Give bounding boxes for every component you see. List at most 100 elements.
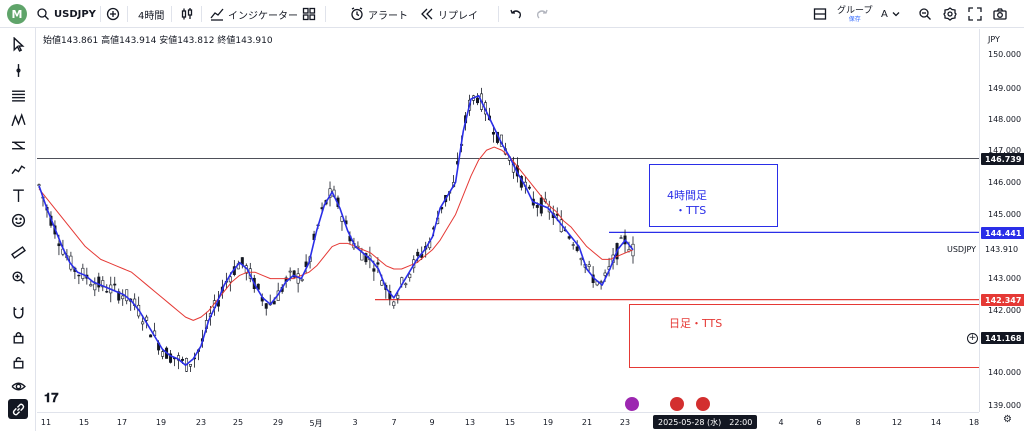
add-alert-plus-button[interactable]: + (967, 333, 978, 344)
cursor-tool[interactable] (8, 34, 28, 54)
replay-button[interactable]: リプレイ (420, 0, 478, 28)
candle-body (599, 281, 603, 283)
time-tick: 15 (504, 418, 516, 427)
high-value: 143.914 (119, 36, 157, 46)
candle-body (619, 237, 623, 239)
time-tick: 17 (116, 418, 128, 427)
time-tick: 5月 (309, 419, 323, 428)
emoji-tool[interactable] (8, 210, 28, 230)
redo-button[interactable] (535, 0, 549, 28)
candle-body (89, 284, 93, 287)
link-tool[interactable] (8, 399, 28, 419)
text-tool[interactable] (8, 185, 28, 205)
link-icon (12, 403, 24, 415)
currency-label: JPY (988, 35, 1000, 44)
time-tick: 23 (619, 418, 631, 427)
smiley-icon (11, 213, 25, 227)
annotation-box-daily[interactable]: 日足・TTS (629, 304, 979, 368)
candle-body (587, 264, 591, 267)
group-select[interactable]: A (881, 0, 900, 28)
time-tick: 14 (930, 418, 942, 427)
pattern-tool[interactable] (8, 110, 28, 130)
annotation-text-4h: 4時間足 (667, 189, 707, 202)
candle-body (188, 364, 192, 367)
divider (325, 6, 326, 22)
indicator-templates-button[interactable] (302, 0, 316, 28)
time-tick: 8 (855, 418, 861, 427)
layout-button[interactable] (813, 0, 827, 28)
alert-label: アラート (368, 10, 408, 22)
user-avatar[interactable]: M (7, 4, 27, 24)
crosshair-time-label: 2025-05-28 (水) 22:00 (653, 415, 758, 429)
candle-body (396, 294, 400, 299)
candlestick-icon (181, 8, 193, 20)
alert-button[interactable]: アラート (350, 0, 408, 28)
magnet-tool[interactable] (8, 302, 28, 322)
event-lightning-icon[interactable] (625, 397, 639, 411)
undo-button[interactable] (509, 0, 523, 28)
price-chart[interactable] (37, 29, 979, 412)
fib-tool[interactable] (8, 85, 28, 105)
brush-tool[interactable] (8, 160, 28, 180)
price-tag-current: 143.910 (981, 243, 1023, 255)
candle-body (579, 258, 583, 261)
event-flag-us-icon[interactable] (696, 397, 710, 411)
lock-icon (13, 356, 23, 369)
price-tick: 148.000 (988, 115, 1022, 124)
plus-circle-icon (106, 7, 120, 21)
time-tick: 18 (968, 418, 980, 427)
price-tick: 139.000 (988, 401, 1022, 410)
prediction-tool[interactable] (8, 135, 28, 155)
candle-body (392, 301, 396, 306)
top-toolbar: M USDJPY 4時間 インジケーター アラート リプレイ グループ (0, 0, 1024, 28)
search-zoom-icon (919, 8, 931, 20)
candle-body (77, 274, 81, 277)
close-label: 終値 (217, 36, 236, 46)
time-tick: 15 (78, 418, 90, 427)
compare-button[interactable] (106, 0, 120, 28)
settings-button[interactable] (943, 0, 957, 28)
annotation-box-4h[interactable]: 4時間足 ・TTS (649, 164, 778, 227)
candle-body (97, 276, 101, 288)
candle-body (93, 283, 97, 291)
settings-gear-icon[interactable]: ⚙ (1003, 414, 1012, 425)
group-letter: A (881, 8, 888, 20)
candle-body (121, 295, 125, 300)
layout-icon (813, 8, 827, 20)
time-tick: 25 (232, 418, 244, 427)
price-axis[interactable]: JPY 150.000 149.000 148.000 147.000 146.… (979, 29, 1024, 412)
event-flag-us-icon[interactable] (670, 397, 684, 411)
candle-body (141, 321, 145, 325)
time-axis[interactable]: 11 15 17 19 23 25 29 5月 3 7 9 13 15 19 2… (37, 412, 979, 431)
lock-tool[interactable] (8, 352, 28, 372)
drawing-toolbar (0, 28, 36, 431)
fullscreen-button[interactable] (968, 0, 982, 28)
ma-line-red (38, 146, 634, 321)
time-tick: 12 (891, 418, 903, 427)
quick-search-button[interactable] (918, 0, 932, 28)
price-tag-red-line: 142.347 (981, 294, 1024, 306)
candle-body (300, 278, 304, 281)
timeframe-button[interactable]: 4時間 (138, 0, 164, 28)
time-tick: 7 (391, 418, 397, 427)
time-tick: 9 (429, 418, 435, 427)
indicators-button[interactable]: インジケーター (210, 0, 298, 28)
open-label: 始値 (43, 36, 62, 46)
candle-body (575, 246, 579, 251)
brush-icon (11, 164, 25, 174)
time-tick: 19 (542, 418, 554, 427)
tradingview-logo[interactable]: 𝟏𝟕 (44, 391, 59, 406)
zoom-tool[interactable] (8, 267, 28, 287)
magnet-icon (13, 306, 23, 319)
symbol-search-button[interactable]: USDJPY (36, 0, 96, 28)
time-tick: 21 (581, 418, 593, 427)
alarm-clock-icon (351, 7, 363, 21)
hide-tool[interactable] (8, 376, 28, 396)
chart-type-button[interactable] (180, 0, 194, 28)
snapshot-button[interactable] (993, 0, 1007, 28)
line-tool[interactable] (8, 60, 28, 80)
candle-body (476, 97, 480, 104)
measure-tool[interactable] (8, 242, 28, 262)
stay-drawing-tool[interactable] (8, 327, 28, 347)
group-save-button[interactable]: グループ 保存 (837, 0, 872, 28)
